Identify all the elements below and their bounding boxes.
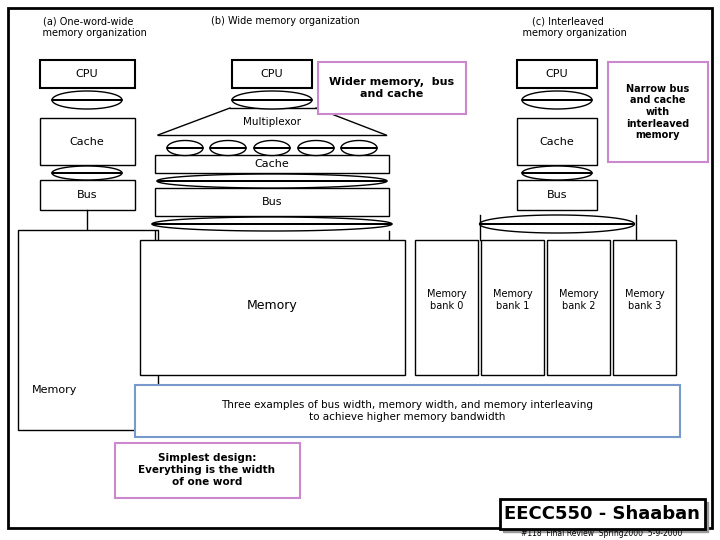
Bar bbox=[517, 180, 597, 210]
Bar bbox=[608, 62, 708, 162]
Text: CPU: CPU bbox=[76, 69, 99, 79]
Text: Wider memory,  bus
and cache: Wider memory, bus and cache bbox=[330, 77, 454, 99]
Text: (a) One-word-wide
    memory organization: (a) One-word-wide memory organization bbox=[30, 16, 146, 38]
Bar bbox=[40, 180, 135, 210]
Bar bbox=[232, 60, 312, 88]
Text: (b) Wide memory organization: (b) Wide memory organization bbox=[211, 16, 359, 26]
Bar bbox=[481, 240, 544, 375]
Bar bbox=[155, 188, 389, 216]
Text: Memory
bank 2: Memory bank 2 bbox=[559, 289, 598, 311]
Bar bbox=[517, 60, 597, 88]
Polygon shape bbox=[52, 91, 122, 109]
Bar bbox=[547, 240, 610, 375]
Bar bbox=[500, 499, 705, 529]
Bar bbox=[135, 385, 680, 437]
Text: Bus: Bus bbox=[262, 197, 282, 207]
Polygon shape bbox=[298, 140, 334, 156]
Text: Narrow bus
and cache
with
interleaved
memory: Narrow bus and cache with interleaved me… bbox=[626, 84, 690, 140]
Text: Memory
bank 3: Memory bank 3 bbox=[625, 289, 665, 311]
Bar bbox=[40, 118, 135, 165]
Text: Memory
bank 0: Memory bank 0 bbox=[427, 289, 467, 311]
Polygon shape bbox=[480, 215, 634, 233]
Text: Memory
bank 1: Memory bank 1 bbox=[492, 289, 532, 311]
Bar bbox=[40, 60, 135, 88]
Text: CPU: CPU bbox=[261, 69, 283, 79]
Bar bbox=[155, 155, 389, 173]
Text: Multiplexor: Multiplexor bbox=[243, 117, 301, 127]
Bar bbox=[115, 443, 300, 498]
Bar bbox=[18, 230, 158, 430]
Polygon shape bbox=[522, 91, 592, 109]
Text: EECC550 - Shaaban: EECC550 - Shaaban bbox=[504, 505, 700, 523]
Text: Cache: Cache bbox=[255, 159, 289, 169]
Polygon shape bbox=[341, 140, 377, 156]
Polygon shape bbox=[254, 140, 290, 156]
Bar bbox=[503, 502, 708, 532]
Polygon shape bbox=[157, 174, 387, 188]
Bar bbox=[415, 240, 478, 375]
Polygon shape bbox=[210, 140, 246, 156]
Text: (c) Interleaved
    memory organization: (c) Interleaved memory organization bbox=[510, 16, 626, 38]
Polygon shape bbox=[232, 91, 312, 109]
Text: Simplest design:
Everything is the width
of one word: Simplest design: Everything is the width… bbox=[138, 454, 276, 487]
Polygon shape bbox=[167, 140, 203, 156]
Text: #118  Final Review  Spring2000  5-9-2000: #118 Final Review Spring2000 5-9-2000 bbox=[521, 530, 683, 538]
Text: CPU: CPU bbox=[546, 69, 568, 79]
Text: Bus: Bus bbox=[546, 190, 567, 200]
Bar bbox=[318, 62, 466, 114]
Text: Three examples of bus width, memory width, and memory interleaving
to achieve hi: Three examples of bus width, memory widt… bbox=[221, 400, 593, 422]
Polygon shape bbox=[522, 166, 592, 180]
Polygon shape bbox=[152, 217, 392, 231]
Text: Bus: Bus bbox=[77, 190, 97, 200]
Polygon shape bbox=[52, 166, 122, 180]
Text: Memory: Memory bbox=[247, 299, 297, 312]
Bar bbox=[613, 240, 676, 375]
Text: Cache: Cache bbox=[539, 137, 575, 147]
Bar bbox=[517, 118, 597, 165]
Text: Cache: Cache bbox=[70, 137, 104, 147]
Text: Memory: Memory bbox=[32, 385, 78, 395]
Bar bbox=[140, 240, 405, 375]
